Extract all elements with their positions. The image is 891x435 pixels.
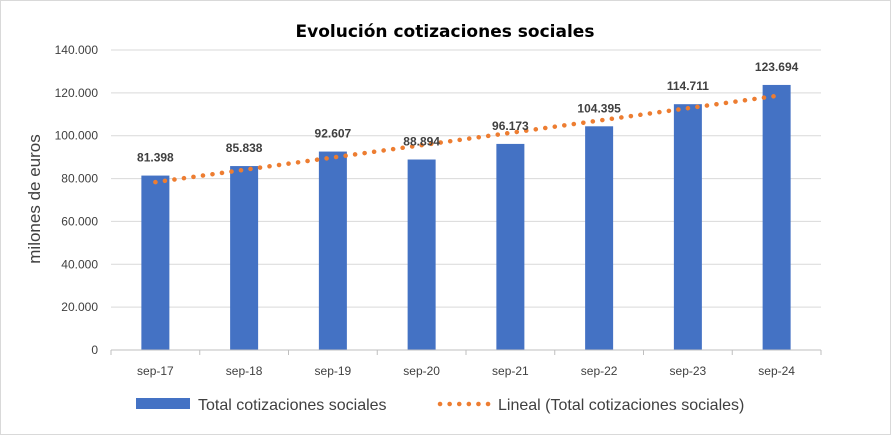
bar bbox=[407, 159, 436, 350]
x-tick-label: sep-23 bbox=[670, 364, 707, 378]
x-tick-label: sep-18 bbox=[226, 364, 263, 378]
x-tick-label: sep-24 bbox=[758, 364, 795, 378]
y-tick-label: 20.000 bbox=[61, 300, 98, 314]
bar-series bbox=[141, 84, 791, 351]
data-labels: 81.398 85.838 92.607 88.894 96.173 104.395 114… bbox=[137, 60, 799, 165]
data-label: 123.694 bbox=[755, 60, 799, 74]
data-label: 96.173 bbox=[492, 119, 529, 133]
trendline bbox=[153, 93, 779, 185]
x-tick-label: sep-20 bbox=[403, 364, 440, 378]
y-tick-label: 0 bbox=[91, 343, 98, 357]
bar bbox=[141, 175, 170, 350]
data-label: 88.894 bbox=[403, 135, 440, 149]
bar bbox=[230, 166, 259, 350]
x-tick-label: sep-17 bbox=[137, 364, 174, 378]
legend-label-trendline: Lineal (Total cotizaciones sociales) bbox=[498, 397, 744, 414]
legend: Total cotizaciones sociales Lineal (Tota… bbox=[136, 397, 744, 414]
legend-swatch-bars bbox=[136, 398, 190, 409]
x-tick-label: sep-21 bbox=[492, 364, 529, 378]
data-label: 81.398 bbox=[137, 151, 174, 165]
x-axis: sep-17 sep-18 sep-19 sep-20 sep-21 sep-22 sep-… bbox=[110, 349, 822, 378]
data-label: 114.711 bbox=[667, 79, 709, 93]
legend-label-bars: Total cotizaciones sociales bbox=[198, 397, 387, 414]
y-tick-label: 80.000 bbox=[61, 172, 98, 186]
y-tick-label: 140.000 bbox=[55, 43, 99, 57]
data-label: 104.395 bbox=[577, 101, 621, 115]
y-tick-label: 40.000 bbox=[61, 257, 98, 271]
bar bbox=[496, 143, 525, 350]
data-label: 92.607 bbox=[315, 127, 352, 141]
x-tick-label: sep-22 bbox=[581, 364, 618, 378]
bar bbox=[318, 151, 347, 350]
bar bbox=[673, 104, 702, 351]
chart-title: Evolución cotizaciones sociales bbox=[296, 22, 595, 42]
y-axis-ticks: 0 20.000 40.000 60.000 80.000 100.000 120.000 1… bbox=[55, 43, 99, 357]
y-tick-label: 120.000 bbox=[55, 86, 99, 100]
trendline-path bbox=[153, 93, 779, 185]
data-label: 85.838 bbox=[226, 141, 263, 155]
gridlines bbox=[111, 49, 821, 308]
y-tick-label: 100.000 bbox=[55, 129, 99, 143]
bar bbox=[585, 126, 614, 351]
x-tick-label: sep-19 bbox=[315, 364, 352, 378]
y-axis-label: milones de euros bbox=[25, 134, 44, 263]
y-tick-label: 60.000 bbox=[61, 214, 98, 228]
bar bbox=[762, 84, 791, 350]
